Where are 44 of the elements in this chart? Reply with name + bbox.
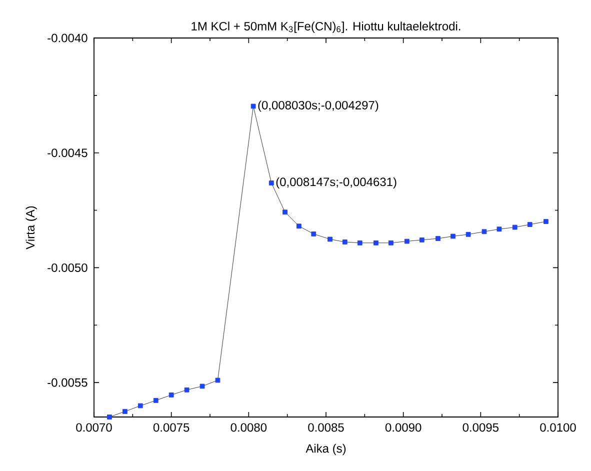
point <box>342 240 348 244</box>
y-tick-label: -0.0055 <box>48 378 88 387</box>
x-tick-label: 0.0085 <box>308 423 344 432</box>
point <box>374 240 378 246</box>
y-tick-label: -0.0045 <box>48 148 88 158</box>
x-tick-label: 0.0100 <box>540 423 576 432</box>
point <box>268 180 274 186</box>
point <box>138 403 143 408</box>
x-axis-title: Aika (s) <box>306 444 346 456</box>
point <box>527 222 532 227</box>
x-tick-label: 0.0095 <box>462 423 499 432</box>
point <box>168 392 174 398</box>
point <box>512 224 518 230</box>
annotation: (0,008147s;-0,004631) <box>276 177 396 189</box>
point <box>357 240 362 246</box>
point <box>466 232 471 237</box>
point <box>311 231 316 236</box>
point <box>296 224 302 229</box>
point <box>482 229 487 234</box>
point <box>388 240 394 246</box>
point <box>107 414 112 420</box>
y-axis-title: Virta (A) <box>26 206 37 250</box>
annotation: (0,008030s;-0,004297) <box>258 100 378 112</box>
point <box>436 236 440 241</box>
point <box>419 237 424 242</box>
x-tick-label: 0.0080 <box>230 423 267 432</box>
point <box>200 384 205 389</box>
point <box>404 238 410 244</box>
x-tick-label: 0.0070 <box>76 423 112 432</box>
x-tick-label: 0.0090 <box>385 423 422 432</box>
point <box>328 236 332 242</box>
point <box>122 409 128 414</box>
chart-title: 1M KCl + 50mM K$_{3}$[Fe(CN)$_{6}$]. Hiottu kultaelektrodi. <box>192 22 460 33</box>
point <box>250 104 256 109</box>
x-tick-label: 0.0075 <box>153 423 190 432</box>
point <box>153 398 158 403</box>
point <box>184 387 190 392</box>
point <box>450 234 456 239</box>
y-tick-label: -0.0040 <box>48 34 88 42</box>
point <box>282 210 288 215</box>
point <box>215 378 220 383</box>
point <box>543 219 548 224</box>
y-tick-label: -0.0050 <box>48 263 88 272</box>
point <box>496 226 502 232</box>
